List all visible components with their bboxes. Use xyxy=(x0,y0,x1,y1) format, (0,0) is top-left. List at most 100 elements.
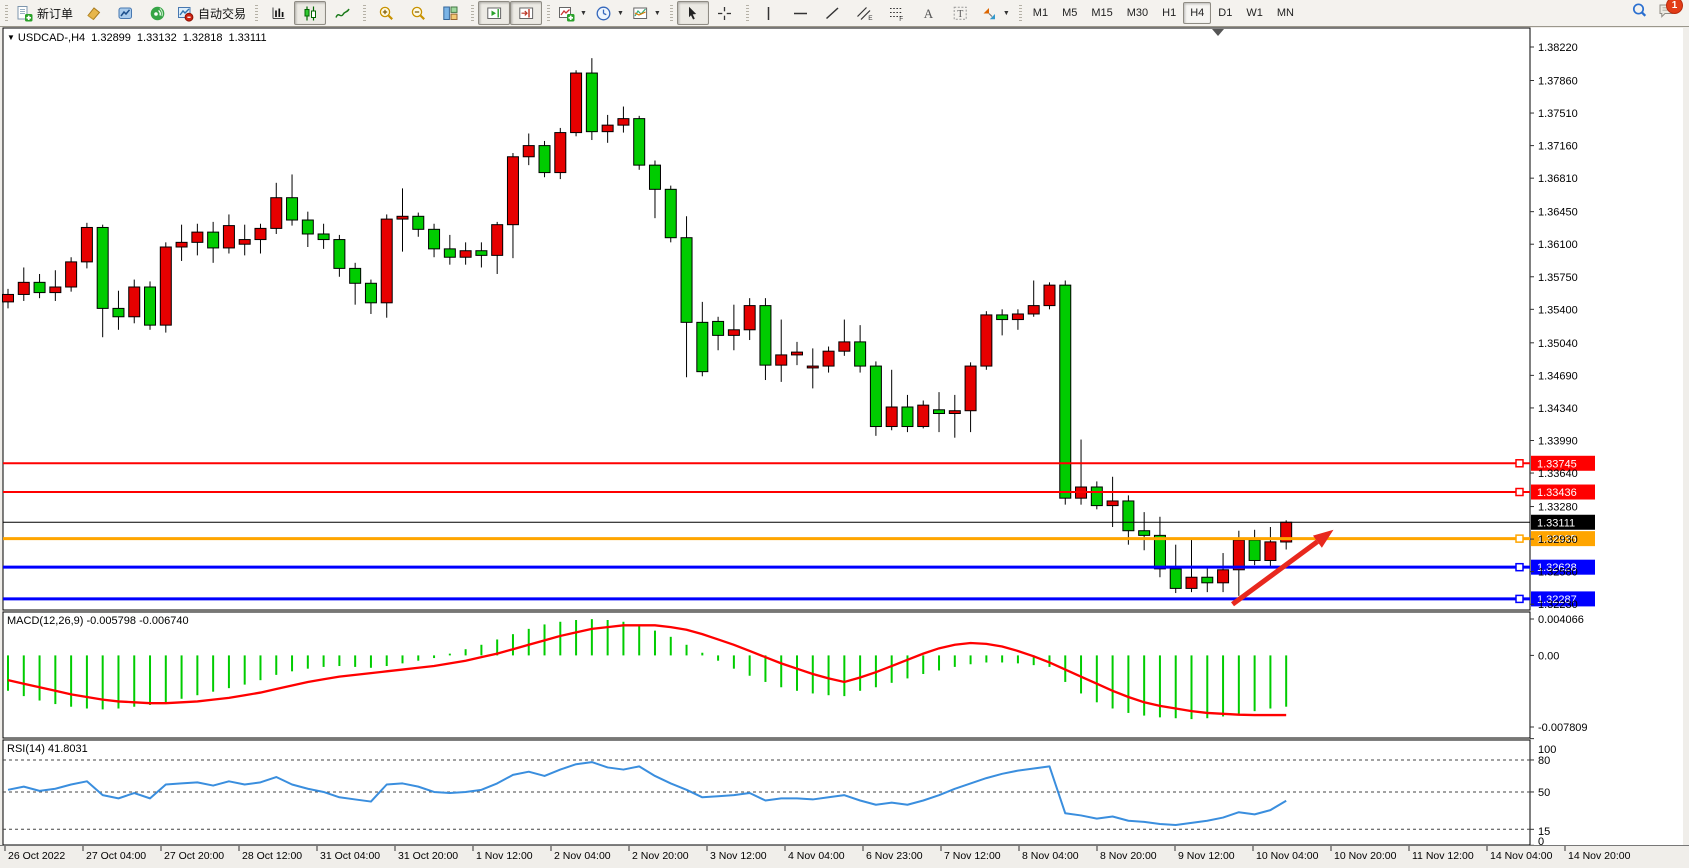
toolbar-button-auto-scroll[interactable] xyxy=(478,1,511,25)
timeframe-button-m15[interactable]: M15 xyxy=(1084,2,1119,24)
notification-badge: 1 xyxy=(1666,0,1683,14)
toolbar-button-candlestick[interactable] xyxy=(294,1,327,25)
svg-text:1.33990: 1.33990 xyxy=(1538,435,1578,447)
candlestick-icon xyxy=(304,6,316,20)
dropdown-caret-icon[interactable]: ▼ xyxy=(1002,9,1010,17)
svg-text:31 Oct 04:00: 31 Oct 04:00 xyxy=(320,850,380,862)
toolbar-button-zoom-in[interactable] xyxy=(370,1,402,25)
toolbar-group-1 xyxy=(250,0,358,27)
timeframe-button-h1[interactable]: H1 xyxy=(1155,2,1183,24)
svg-text:7 Nov 12:00: 7 Nov 12:00 xyxy=(944,850,1001,862)
toolbar-button-add-indicator[interactable]: ▼ xyxy=(554,1,591,25)
macd-signal-line xyxy=(7,624,1287,717)
toolbar-grip[interactable] xyxy=(547,5,551,21)
timeframe-m1-label: M1 xyxy=(1032,7,1049,19)
svg-text:1.32287: 1.32287 xyxy=(1537,594,1577,606)
toolbar-grip[interactable] xyxy=(363,5,367,21)
toolbar-button-chat[interactable]: 1 xyxy=(1658,0,1683,24)
profile-icon xyxy=(118,7,132,19)
svg-text:27 Oct 20:00: 27 Oct 20:00 xyxy=(164,850,224,862)
toolbar-grip[interactable] xyxy=(255,5,259,21)
toolbar: 新订单 自动交易 ▼ ▼ ▼ E F A T ▼ M1 M5 M15 M30 H1 H4 D1 W1 MN 1 xyxy=(0,0,1689,27)
svg-text:E: E xyxy=(869,15,874,22)
toolbar-button-crosshair[interactable] xyxy=(709,1,741,25)
timeframe-button-m1[interactable]: M1 xyxy=(1026,2,1055,24)
bar-chart-icon xyxy=(272,7,285,19)
toolbar-button-autotrade[interactable]: 自动交易 xyxy=(173,1,250,25)
svg-text:14 Nov 20:00: 14 Nov 20:00 xyxy=(1568,850,1631,862)
arrows-icon xyxy=(983,7,995,19)
toolbar-group-0: 新订单 自动交易 xyxy=(0,0,250,27)
dropdown-caret-icon[interactable]: ▼ xyxy=(653,9,661,17)
timeframe-button-h4[interactable]: H4 xyxy=(1183,2,1212,24)
text-icon: A xyxy=(924,6,934,21)
toolbar-button-chart-tool[interactable] xyxy=(77,1,109,25)
svg-text:1 Nov 12:00: 1 Nov 12:00 xyxy=(476,850,533,862)
toolbar-button-bar-chart[interactable] xyxy=(262,1,294,25)
zoom-out-icon xyxy=(411,6,425,20)
toolbar-button-fibonacci[interactable]: F xyxy=(881,1,913,25)
svg-text:2 Nov 04:00: 2 Nov 04:00 xyxy=(554,850,611,862)
toolbar-button-chart-shift[interactable] xyxy=(510,1,543,25)
toolbar-grip[interactable] xyxy=(745,5,749,21)
svg-text:1.33111: 1.33111 xyxy=(1537,517,1575,529)
toolbar-group-7: M1 M5 M15 M30 H1 H4 D1 W1 MN xyxy=(1014,0,1301,27)
svg-text:1.38220: 1.38220 xyxy=(1538,42,1578,54)
toolbar-button-text-label[interactable]: T xyxy=(945,1,977,25)
toolbar-button-search[interactable] xyxy=(1631,2,1648,24)
svg-text:1.37860: 1.37860 xyxy=(1538,75,1578,87)
chart-canvas[interactable]: 1.33745 1.33436 1.33111 1.32935 1.32628 1.322… xyxy=(0,27,1689,868)
search-icon xyxy=(1632,3,1647,17)
toolbar-button-signal[interactable] xyxy=(141,1,173,25)
chart-shift-marker[interactable] xyxy=(1212,29,1224,36)
toolbar-grip[interactable] xyxy=(669,5,673,21)
svg-text:10 Nov 04:00: 10 Nov 04:00 xyxy=(1256,850,1319,862)
toolbar-grip[interactable] xyxy=(1018,5,1022,21)
toolbar-button-trendline[interactable] xyxy=(817,1,849,25)
svg-text:80: 80 xyxy=(1538,755,1550,767)
toolbar-grip[interactable] xyxy=(5,5,8,21)
dropdown-caret-icon[interactable]: ▼ xyxy=(580,9,587,17)
signal-icon xyxy=(150,6,164,20)
timeframe-button-mn[interactable]: MN xyxy=(1270,2,1301,24)
trend-arrow[interactable] xyxy=(1231,529,1334,607)
time-axis[interactable]: 26 Oct 2022 27 Oct 04:00 27 Oct 20:00 28 Oc… xyxy=(0,845,1689,863)
svg-text:10 Nov 20:00: 10 Nov 20:00 xyxy=(1334,850,1397,862)
toolbar-button-vertical-line[interactable] xyxy=(753,1,785,25)
svg-text:0.004066: 0.004066 xyxy=(1538,614,1584,626)
hline-icon xyxy=(794,12,808,14)
chart-window: 1.33745 1.33436 1.33111 1.32935 1.32628 1.322… xyxy=(0,27,1689,868)
periods-icon xyxy=(596,6,611,20)
timeframe-button-m30[interactable]: M30 xyxy=(1120,2,1155,24)
toolbar-button-horizontal-line[interactable] xyxy=(785,1,817,25)
add-indicator-icon xyxy=(559,6,575,21)
toolbar-button-arrows[interactable]: ▼ xyxy=(977,1,1014,25)
toolbar-button-tile-windows[interactable] xyxy=(434,1,466,25)
svg-text:1.35400: 1.35400 xyxy=(1538,304,1578,316)
svg-text:-0.007809: -0.007809 xyxy=(1538,722,1588,734)
dropdown-caret-icon[interactable]: ▼ xyxy=(616,9,624,17)
toolbar-grip[interactable] xyxy=(471,5,475,21)
zoom-in-icon xyxy=(379,6,393,20)
toolbar-button-line-chart[interactable] xyxy=(326,1,358,25)
channel-icon: E xyxy=(857,6,874,22)
toolbar-button-new-order[interactable]: 新订单 xyxy=(12,1,77,25)
svg-text:1.32930: 1.32930 xyxy=(1538,534,1578,546)
price-axis[interactable]: 1.38220 1.37860 1.37510 1.37160 1.36810 1.364… xyxy=(1530,42,1578,611)
horizontal-lines[interactable]: 1.33745 1.33436 1.33111 1.32935 1.32628 1.322… xyxy=(3,455,1595,607)
svg-text:8 Nov 20:00: 8 Nov 20:00 xyxy=(1100,850,1157,862)
svg-text:1.33436: 1.33436 xyxy=(1537,487,1577,499)
toolbar-button-cursor[interactable] xyxy=(676,1,709,25)
timeframe-button-m5[interactable]: M5 xyxy=(1055,2,1084,24)
toolbar-button-text[interactable]: A xyxy=(913,1,945,25)
timeframe-button-w1[interactable]: W1 xyxy=(1239,2,1270,24)
toolbar-group-3 xyxy=(466,0,543,27)
rsi-line xyxy=(7,761,1287,827)
toolbar-button-zoom-out[interactable] xyxy=(402,1,434,25)
toolbar-button-template[interactable]: ▼ xyxy=(628,1,665,25)
toolbar-button-profile[interactable] xyxy=(109,1,141,25)
toolbar-button-equidistant-channel[interactable]: E xyxy=(849,1,881,25)
timeframe-button-d1[interactable]: D1 xyxy=(1211,2,1239,24)
toolbar-button-periods[interactable]: ▼ xyxy=(591,1,628,25)
